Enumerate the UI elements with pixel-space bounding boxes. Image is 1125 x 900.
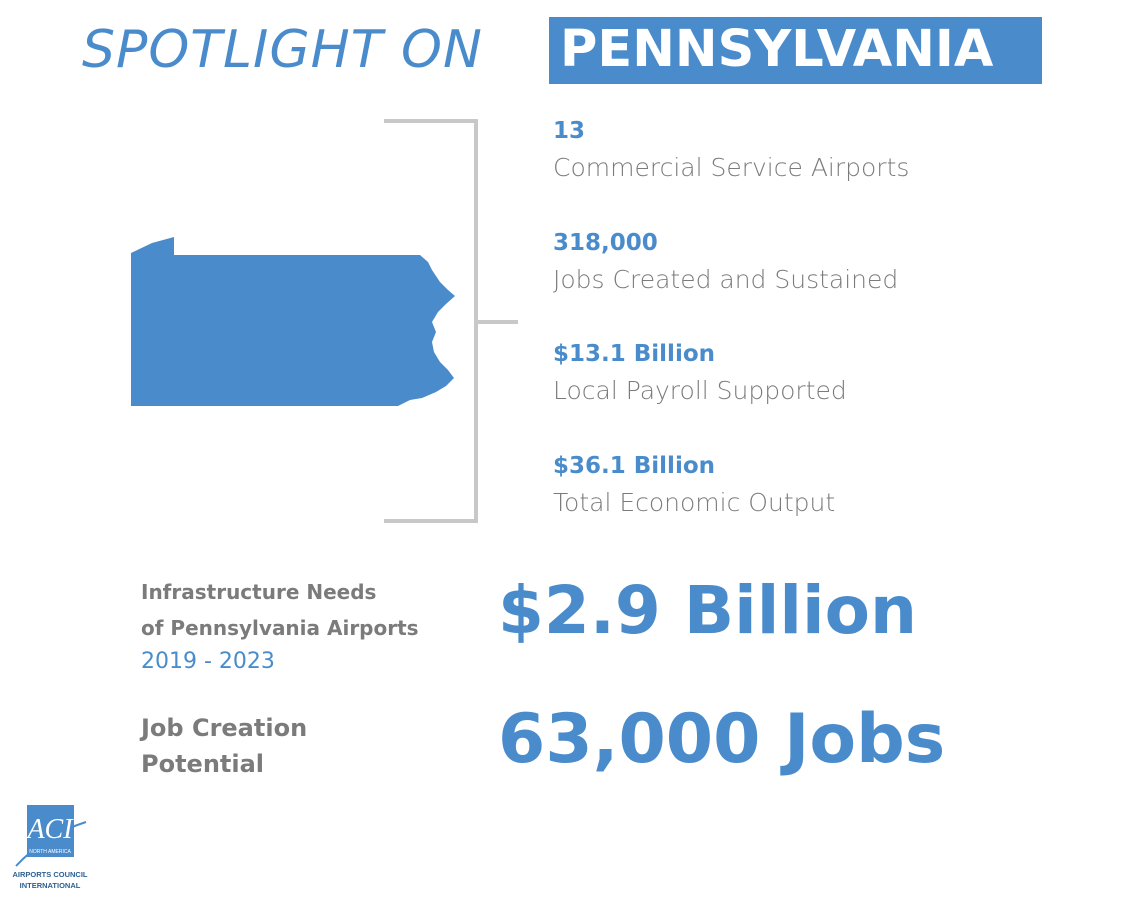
jobs-label: Potential: [141, 750, 265, 778]
infrastructure-label: of Pennsylvania Airports: [141, 616, 419, 640]
logo-name: AIRPORTS COUNCIL: [13, 870, 88, 879]
state-map: [131, 237, 455, 406]
stat-value: $13.1 Billion: [553, 341, 715, 367]
title-lead: SPOTLIGHT ON: [82, 20, 483, 80]
stat-label: Commercial Service Airports: [553, 153, 910, 182]
stat-label: Local Payroll Supported: [553, 376, 847, 405]
title-box: [549, 17, 1042, 84]
bracket: [384, 119, 518, 523]
stat-value: 13: [553, 118, 586, 144]
title-state: PENNSYLVANIA: [560, 20, 994, 79]
infrastructure-amount: $2.9 Billion: [498, 572, 917, 649]
logo-mark: ACI: [25, 814, 74, 845]
jobs-label: Job Creation: [141, 714, 308, 742]
infrastructure-label: Infrastructure Needs: [141, 580, 377, 604]
logo: ACI NORTH AMERICA AIRPORTS COUNCIL INTER…: [13, 805, 88, 890]
stat-label: Total Economic Output: [553, 487, 836, 517]
logo-name: INTERNATIONAL: [20, 881, 81, 890]
infrastructure-period: 2019 - 2023: [141, 649, 275, 674]
jobs-amount: 63,000 Jobs: [498, 700, 946, 779]
stat-value: $36.1 Billion: [553, 452, 715, 479]
stat-label: Jobs Created and Sustained: [553, 264, 899, 294]
logo-region: NORTH AMERICA: [29, 849, 71, 855]
stat-value: 318,000: [553, 229, 658, 256]
